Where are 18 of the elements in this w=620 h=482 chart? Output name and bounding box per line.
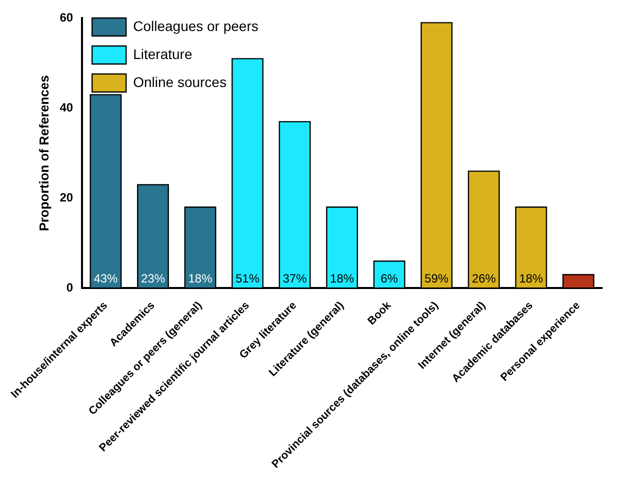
legend-label: Online sources <box>133 74 226 90</box>
legend-label: Colleagues or peers <box>133 18 258 34</box>
y-tick-label: 60 <box>60 10 74 25</box>
data-label: 26% <box>472 271 496 286</box>
data-label: 43% <box>94 271 118 286</box>
data-label: 37% <box>282 271 308 286</box>
data-label: 18% <box>188 271 213 286</box>
data-label: 18% <box>519 271 544 286</box>
y-tick-label: 20 <box>60 190 74 204</box>
data-label: 51% <box>236 271 260 286</box>
y-tick-label: 0 <box>66 280 74 294</box>
y-tick-label: 40 <box>60 100 74 114</box>
data-label: 6% <box>380 271 398 286</box>
data-label: 23% <box>140 271 166 286</box>
data-label: 59% <box>424 271 449 286</box>
y-axis-title: Proportion of References <box>36 75 52 232</box>
legend-label: Literature <box>133 46 192 62</box>
data-label: 18% <box>330 271 354 286</box>
